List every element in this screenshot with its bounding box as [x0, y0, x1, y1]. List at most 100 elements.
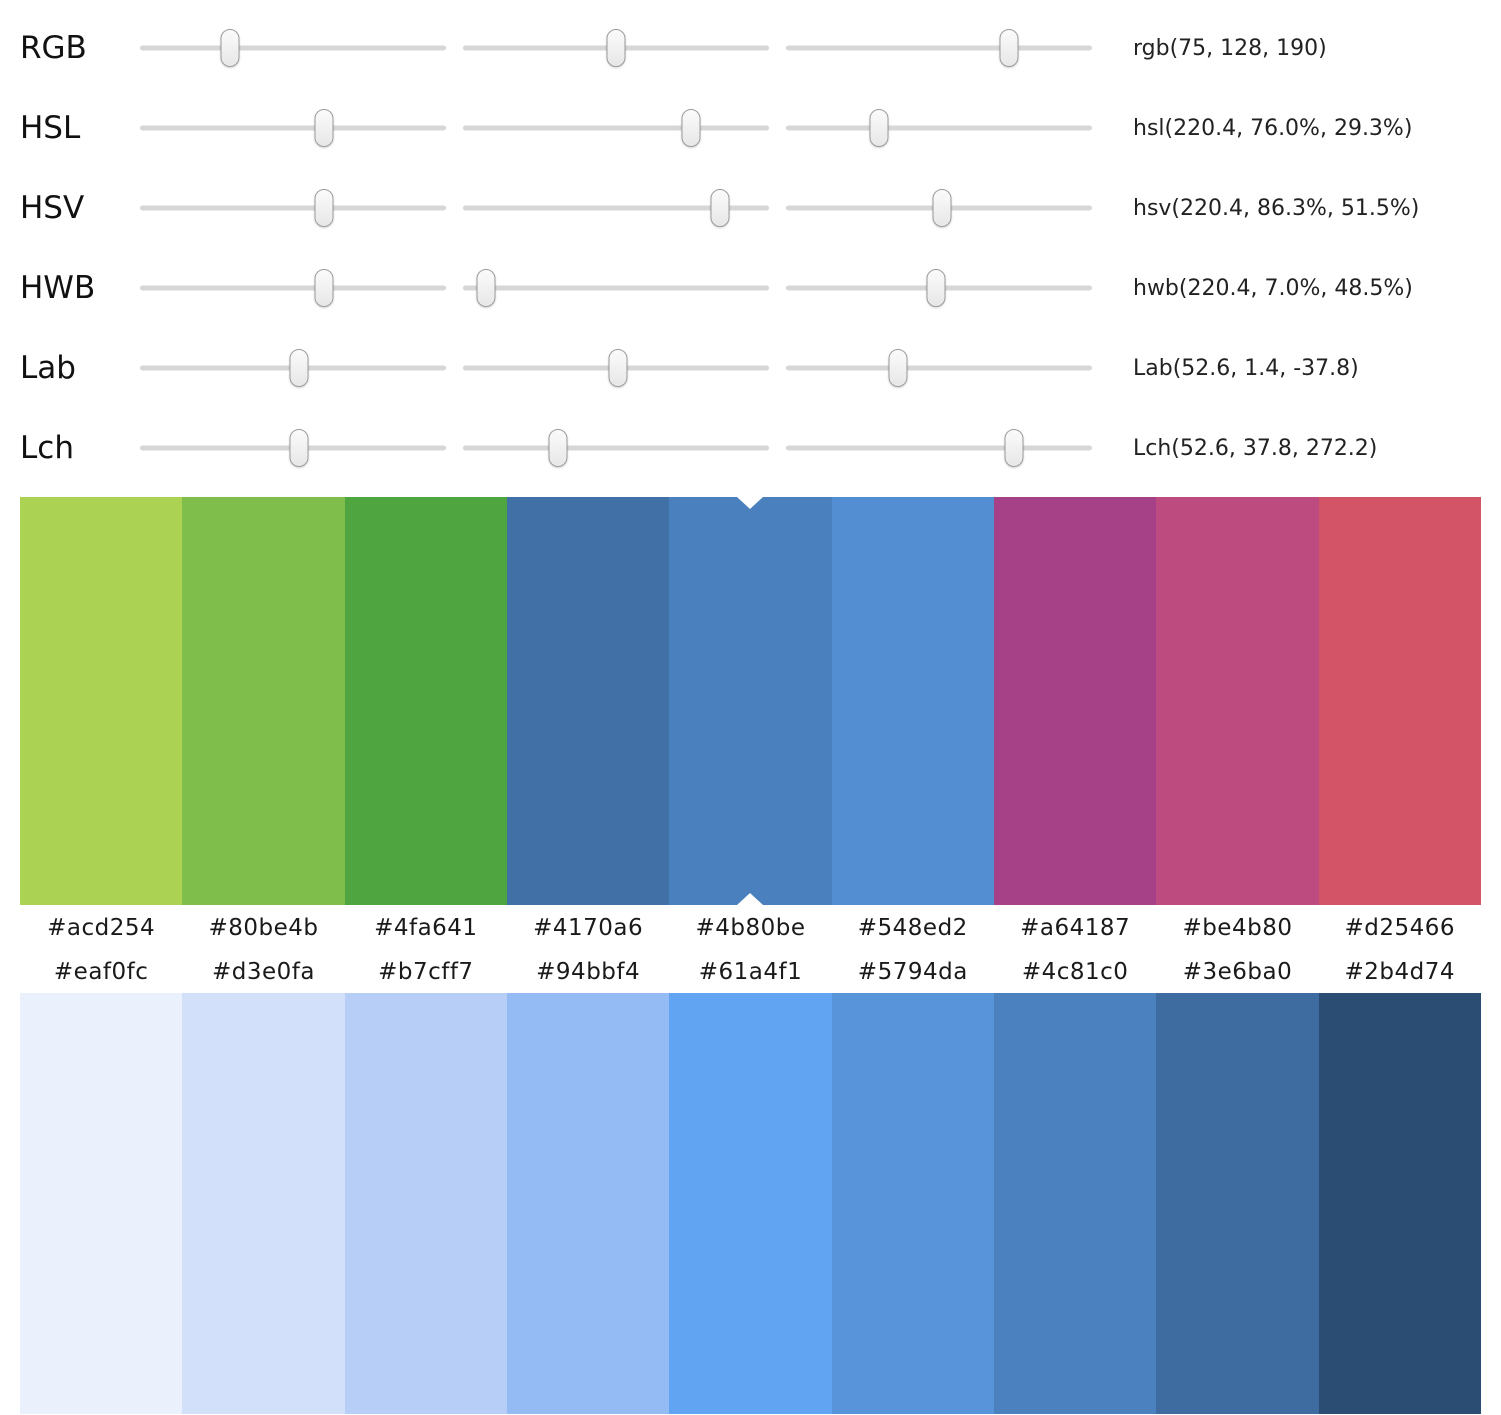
lch-slider-1[interactable]: [140, 425, 446, 471]
rgb-slider-3[interactable]: [786, 25, 1092, 71]
hex-code-label: #548ed2: [857, 915, 968, 941]
palette-swatch[interactable]: [1318, 993, 1481, 1414]
slider-thumb[interactable]: [314, 269, 334, 307]
color-value-text: rgb(75, 128, 190): [1133, 35, 1327, 61]
hsv-slider-3[interactable]: [786, 185, 1092, 231]
hex-code-label: #acd254: [47, 915, 156, 941]
color-value-text: Lch(52.6, 37.8, 272.2): [1133, 435, 1378, 461]
slider-thumb[interactable]: [932, 189, 952, 227]
hex-code-label: #d3e0fa: [212, 959, 315, 985]
hex-code-label: #2b4d74: [1344, 959, 1456, 985]
hsv-slider-2[interactable]: [463, 185, 769, 231]
hex-code-label: #b7cff7: [378, 959, 474, 985]
slider-track[interactable]: [140, 45, 446, 51]
slider-thumb[interactable]: [606, 29, 626, 67]
slider-track[interactable]: [786, 445, 1092, 451]
slider-panel: RGB rgb(75, 128, 190) HSL hsl(220.4, 76.0%,…: [0, 0, 1501, 488]
slider-thumb[interactable]: [869, 109, 889, 147]
slider-track[interactable]: [140, 125, 446, 131]
rgb-slider-1[interactable]: [140, 25, 446, 71]
slider-thumb[interactable]: [710, 189, 730, 227]
slider-thumb[interactable]: [289, 349, 309, 387]
slider-thumb[interactable]: [608, 349, 628, 387]
top-palette: [20, 497, 1481, 905]
palette-swatch[interactable]: [506, 993, 670, 1414]
palette-swatch[interactable]: [831, 497, 994, 905]
slider-thumb[interactable]: [888, 349, 908, 387]
palette-swatch[interactable]: [506, 497, 670, 905]
hsv-slider-1[interactable]: [140, 185, 446, 231]
palette-swatch[interactable]: [669, 497, 832, 905]
color-model-label: HWB: [20, 270, 96, 306]
slider-track[interactable]: [463, 205, 769, 211]
palette-swatch[interactable]: [1156, 993, 1319, 1414]
slider-thumb[interactable]: [476, 269, 496, 307]
slider-track[interactable]: [786, 365, 1092, 371]
bottom-palette-hex-labels: #eaf0fc #d3e0fa #b7cff7 #94bbf4 #61a4f1 #5794…: [20, 951, 1481, 993]
slider-thumb[interactable]: [314, 189, 334, 227]
palette-swatch[interactable]: [344, 993, 507, 1414]
color-value-text: Lab(52.6, 1.4, -37.8): [1133, 355, 1359, 381]
palette-swatch[interactable]: [669, 993, 832, 1414]
palette-swatch[interactable]: [993, 993, 1157, 1414]
hex-code-label: #3e6ba0: [1182, 959, 1293, 985]
hex-code-label: #d25466: [1344, 915, 1456, 941]
color-value-text: hsv(220.4, 86.3%, 51.5%): [1133, 195, 1420, 221]
top-palette-hex-labels: #acd254 #80be4b #4fa641 #4170a6 #4b80be #548e…: [20, 905, 1481, 951]
palette-swatch[interactable]: [182, 993, 345, 1414]
palette-swatch[interactable]: [993, 497, 1157, 905]
selected-swatch-notch-bottom-icon: [737, 893, 764, 905]
color-model-label: HSL: [20, 110, 81, 146]
rgb-slider-2[interactable]: [463, 25, 769, 71]
lch-slider-2[interactable]: [463, 425, 769, 471]
slider-thumb[interactable]: [681, 109, 701, 147]
slider-thumb[interactable]: [289, 429, 309, 467]
slider-thumb[interactable]: [314, 109, 334, 147]
slider-track[interactable]: [463, 445, 769, 451]
palette-swatch[interactable]: [831, 993, 994, 1414]
hex-code-label: #4b80be: [695, 915, 806, 941]
bottom-palette: [20, 993, 1481, 1414]
slider-thumb[interactable]: [926, 269, 946, 307]
lab-slider-2[interactable]: [463, 345, 769, 391]
hsl-slider-2[interactable]: [463, 105, 769, 151]
hwb-slider-2[interactable]: [463, 265, 769, 311]
hex-code-label: #a64187: [1020, 915, 1131, 941]
slider-track[interactable]: [140, 285, 446, 291]
slider-track[interactable]: [463, 125, 769, 131]
hex-code-label: #4170a6: [533, 915, 644, 941]
slider-thumb[interactable]: [1004, 429, 1024, 467]
slider-row-hsl: HSL hsl(220.4, 76.0%, 29.3%): [0, 88, 1501, 168]
slider-thumb[interactable]: [220, 29, 240, 67]
hwb-slider-1[interactable]: [140, 265, 446, 311]
slider-row-rgb: RGB rgb(75, 128, 190): [0, 8, 1501, 88]
lab-slider-3[interactable]: [786, 345, 1092, 391]
hex-code-label: #61a4f1: [698, 959, 803, 985]
slider-track[interactable]: [786, 125, 1092, 131]
color-model-label: Lab: [20, 350, 76, 386]
slider-track[interactable]: [140, 205, 446, 211]
hex-code-label: #5794da: [857, 959, 968, 985]
slider-track[interactable]: [786, 45, 1092, 51]
color-value-text: hwb(220.4, 7.0%, 48.5%): [1133, 275, 1413, 301]
color-model-label: HSV: [20, 190, 85, 226]
hex-code-label: #be4b80: [1182, 915, 1293, 941]
hsl-slider-3[interactable]: [786, 105, 1092, 151]
hex-code-label: #eaf0fc: [53, 959, 149, 985]
slider-track[interactable]: [463, 285, 769, 291]
slider-thumb[interactable]: [999, 29, 1019, 67]
palette-swatch[interactable]: [1156, 497, 1319, 905]
color-model-label: RGB: [20, 30, 87, 66]
palette-swatch[interactable]: [20, 497, 183, 905]
lab-slider-1[interactable]: [140, 345, 446, 391]
palette-swatch[interactable]: [182, 497, 345, 905]
palette-swatch[interactable]: [20, 993, 183, 1414]
palette-swatch[interactable]: [1318, 497, 1481, 905]
hsl-slider-1[interactable]: [140, 105, 446, 151]
lch-slider-3[interactable]: [786, 425, 1092, 471]
palette-swatch[interactable]: [344, 497, 507, 905]
hwb-slider-3[interactable]: [786, 265, 1092, 311]
color-model-label: Lch: [20, 430, 74, 466]
slider-thumb[interactable]: [548, 429, 568, 467]
